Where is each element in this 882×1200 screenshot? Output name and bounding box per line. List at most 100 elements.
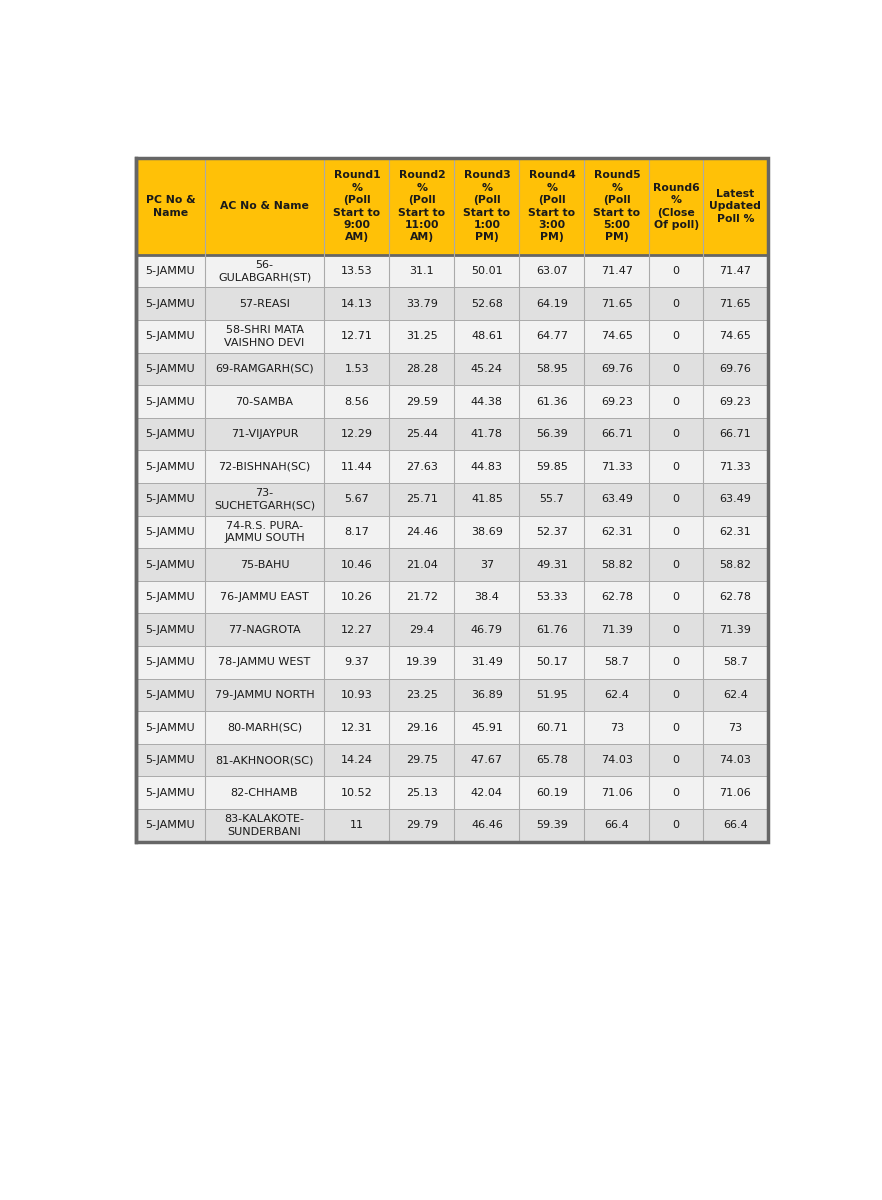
Text: 74.03: 74.03 — [720, 755, 751, 766]
Text: 10.26: 10.26 — [341, 592, 373, 602]
Text: 8.17: 8.17 — [345, 527, 370, 536]
Text: 57-REASI: 57-REASI — [239, 299, 290, 308]
Text: 44.83: 44.83 — [471, 462, 503, 472]
Text: 5-JAMMU: 5-JAMMU — [146, 331, 195, 341]
Text: 10.93: 10.93 — [341, 690, 373, 700]
Text: 60.19: 60.19 — [536, 787, 568, 798]
Text: 74.65: 74.65 — [720, 331, 751, 341]
Text: 0: 0 — [673, 396, 680, 407]
Text: 5.67: 5.67 — [345, 494, 370, 504]
Text: 38.4: 38.4 — [475, 592, 499, 602]
Text: 69-RAMGARH(SC): 69-RAMGARH(SC) — [215, 364, 314, 374]
Text: 50.01: 50.01 — [471, 266, 503, 276]
Text: 65.78: 65.78 — [536, 755, 568, 766]
Text: 46.79: 46.79 — [471, 625, 503, 635]
Bar — [136, 320, 768, 353]
Bar — [136, 776, 768, 809]
Text: AC No & Name: AC No & Name — [220, 202, 309, 211]
Text: 0: 0 — [673, 625, 680, 635]
Text: 5-JAMMU: 5-JAMMU — [146, 462, 195, 472]
Bar — [136, 158, 768, 841]
Text: 83-KALAKOTE-
SUNDERBANI: 83-KALAKOTE- SUNDERBANI — [225, 814, 304, 836]
Text: 21.04: 21.04 — [406, 559, 437, 570]
Text: 10.52: 10.52 — [341, 787, 373, 798]
Text: 0: 0 — [673, 559, 680, 570]
Text: 19.39: 19.39 — [406, 658, 437, 667]
Bar — [136, 613, 768, 646]
Text: 25.71: 25.71 — [406, 494, 437, 504]
Text: Round6
%
(Close
Of poll): Round6 % (Close Of poll) — [653, 182, 699, 230]
Text: 25.44: 25.44 — [406, 430, 438, 439]
Text: 33.79: 33.79 — [406, 299, 437, 308]
Text: 82-CHHAMB: 82-CHHAMB — [231, 787, 298, 798]
Text: 61.36: 61.36 — [536, 396, 568, 407]
Text: 41.85: 41.85 — [471, 494, 503, 504]
Text: 69.23: 69.23 — [720, 396, 751, 407]
Text: 73: 73 — [729, 722, 743, 732]
Text: Round4
%
(Poll
Start to
3:00
PM): Round4 % (Poll Start to 3:00 PM) — [528, 170, 575, 242]
Bar — [136, 450, 768, 484]
Text: 5-JAMMU: 5-JAMMU — [146, 266, 195, 276]
Text: 72-BISHNAH(SC): 72-BISHNAH(SC) — [219, 462, 310, 472]
Bar — [136, 418, 768, 450]
Text: 71.06: 71.06 — [601, 787, 632, 798]
Bar — [136, 254, 768, 288]
Text: 0: 0 — [673, 787, 680, 798]
Bar — [136, 581, 768, 613]
Text: 74-R.S. PURA-
JAMMU SOUTH: 74-R.S. PURA- JAMMU SOUTH — [224, 521, 305, 544]
Text: 71.06: 71.06 — [720, 787, 751, 798]
Text: 69.76: 69.76 — [720, 364, 751, 374]
Text: 62.78: 62.78 — [601, 592, 633, 602]
Text: 69.23: 69.23 — [601, 396, 633, 407]
Text: 58.95: 58.95 — [536, 364, 568, 374]
Bar — [136, 712, 768, 744]
Text: 14.13: 14.13 — [341, 299, 373, 308]
Text: 5-JAMMU: 5-JAMMU — [146, 299, 195, 308]
Text: 8.56: 8.56 — [345, 396, 370, 407]
Text: 63.49: 63.49 — [720, 494, 751, 504]
Text: 71-VIJAYPUR: 71-VIJAYPUR — [231, 430, 298, 439]
Text: 12.29: 12.29 — [341, 430, 373, 439]
Text: 0: 0 — [673, 690, 680, 700]
Text: 42.04: 42.04 — [471, 787, 503, 798]
Text: 0: 0 — [673, 364, 680, 374]
Text: 49.31: 49.31 — [536, 559, 568, 570]
Text: 5-JAMMU: 5-JAMMU — [146, 755, 195, 766]
Text: PC No &
Name: PC No & Name — [146, 196, 195, 217]
Text: 58.7: 58.7 — [604, 658, 630, 667]
Text: 37: 37 — [480, 559, 494, 570]
Text: 0: 0 — [673, 299, 680, 308]
Bar — [136, 484, 768, 516]
Bar — [136, 679, 768, 712]
Text: 71.47: 71.47 — [720, 266, 751, 276]
Text: 66.4: 66.4 — [604, 821, 630, 830]
Text: 64.77: 64.77 — [536, 331, 568, 341]
Text: 58.7: 58.7 — [723, 658, 748, 667]
Text: 23.25: 23.25 — [406, 690, 437, 700]
Text: 77-NAGROTA: 77-NAGROTA — [228, 625, 301, 635]
Text: 59.39: 59.39 — [536, 821, 568, 830]
Text: 41.78: 41.78 — [471, 430, 503, 439]
Text: 29.79: 29.79 — [406, 821, 438, 830]
Text: 50.17: 50.17 — [536, 658, 568, 667]
Text: 58.82: 58.82 — [720, 559, 751, 570]
Text: 31.25: 31.25 — [406, 331, 437, 341]
Text: 79-JAMMU NORTH: 79-JAMMU NORTH — [214, 690, 314, 700]
Text: 0: 0 — [673, 331, 680, 341]
Text: 0: 0 — [673, 494, 680, 504]
Text: 5-JAMMU: 5-JAMMU — [146, 690, 195, 700]
Text: 45.24: 45.24 — [471, 364, 503, 374]
Text: 0: 0 — [673, 722, 680, 732]
Text: 5-JAMMU: 5-JAMMU — [146, 527, 195, 536]
Text: 52.37: 52.37 — [536, 527, 568, 536]
Bar — [136, 516, 768, 548]
Text: 5-JAMMU: 5-JAMMU — [146, 625, 195, 635]
Text: 69.76: 69.76 — [601, 364, 633, 374]
Text: 0: 0 — [673, 658, 680, 667]
Text: 38.69: 38.69 — [471, 527, 503, 536]
Text: 75-BAHU: 75-BAHU — [240, 559, 289, 570]
Text: Latest
Updated
Poll %: Latest Updated Poll % — [709, 188, 761, 223]
Text: 45.91: 45.91 — [471, 722, 503, 732]
Text: 71.47: 71.47 — [601, 266, 633, 276]
Text: 29.16: 29.16 — [406, 722, 437, 732]
